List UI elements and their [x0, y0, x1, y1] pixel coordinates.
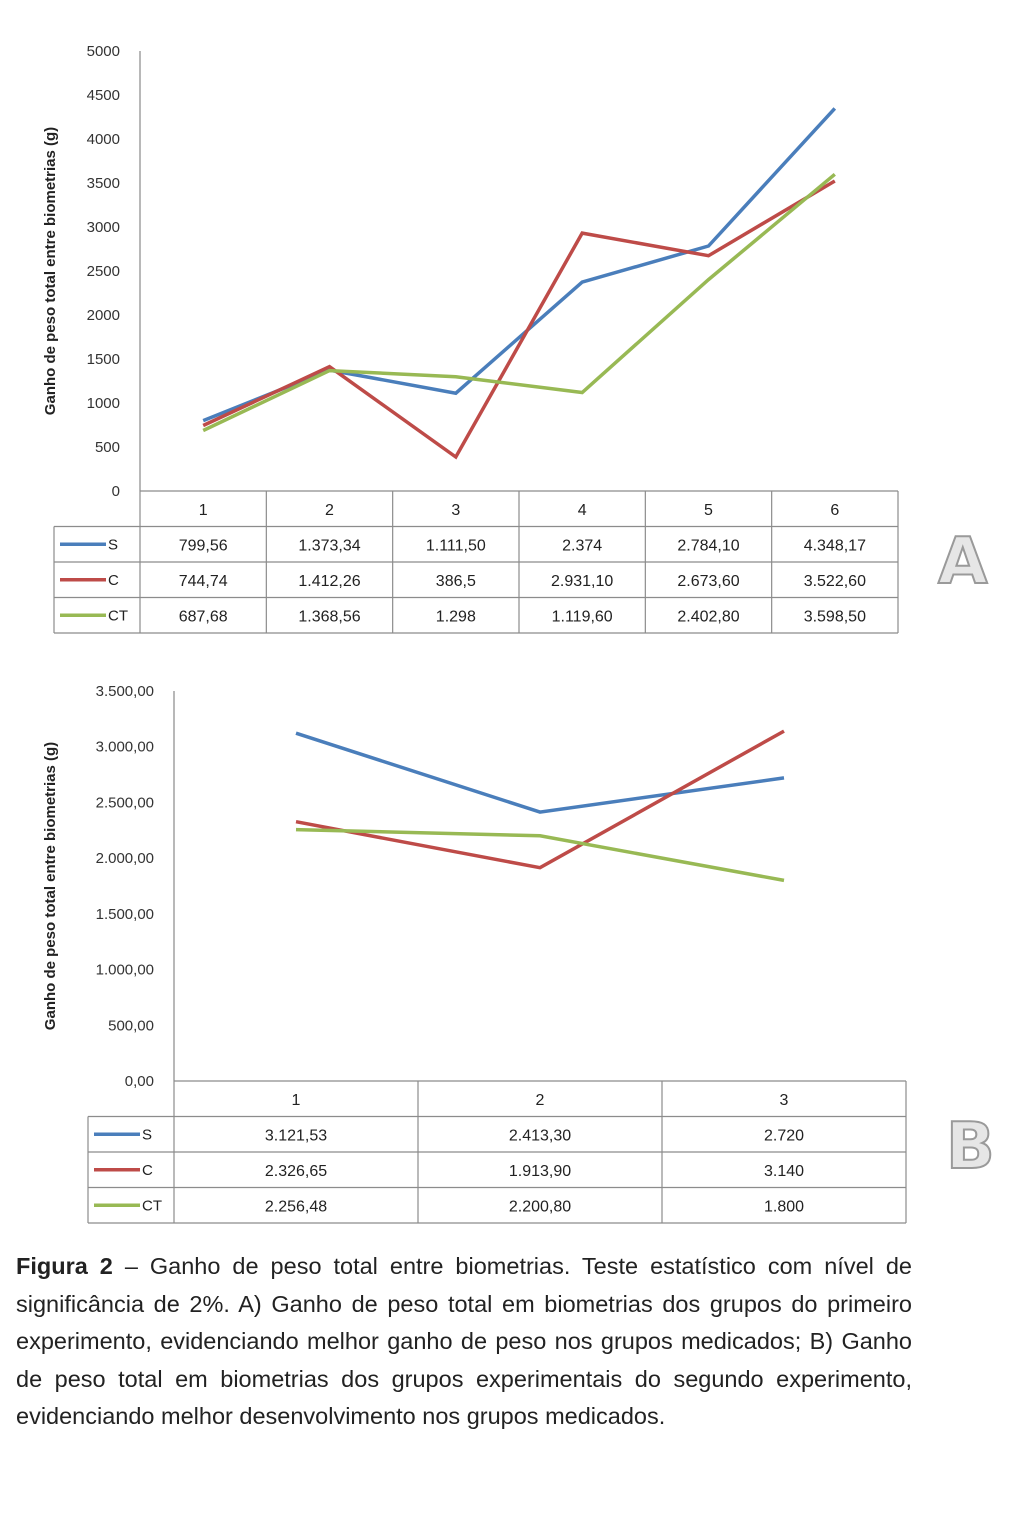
series-line-c [202, 179, 836, 460]
y-tick-label: 2000 [87, 307, 120, 324]
data-table-cell: 1.298 [436, 608, 476, 625]
y-tick-label: 3.500,00 [96, 683, 154, 700]
series-line-s [202, 107, 837, 423]
series-line-ct [202, 172, 836, 433]
y-tick-label: 4500 [87, 87, 120, 104]
data-table-cell: 1.373,34 [298, 537, 360, 554]
y-tick-label: 3500 [87, 175, 120, 192]
data-table-cell: 2.402,80 [677, 608, 739, 625]
data-table-cell: 2.374 [562, 537, 602, 554]
chart-b: 0,00 500,00 1.000,00 1.500,00 2.000,00 2.500,… [42, 683, 907, 1224]
x-category-label: 3 [780, 1092, 789, 1109]
y-axis-title: Ganho de peso total entre biometrias (g) [42, 127, 59, 415]
data-table-cell: 1.913,90 [509, 1163, 571, 1180]
data-table-cell: 1.412,26 [298, 573, 360, 590]
y-tick-label: 3.000,00 [96, 739, 154, 756]
legend-label-ct: CT [142, 1197, 162, 1214]
y-tick-label: 0,00 [125, 1073, 154, 1090]
y-tick-label: 3000 [87, 219, 120, 236]
x-category-label: 1 [292, 1092, 301, 1109]
data-table-cell: 2.326,65 [265, 1163, 327, 1180]
legend-label-s: S [108, 536, 118, 553]
legend-label-c: C [142, 1162, 153, 1179]
data-table-cell: 3.522,60 [804, 573, 866, 590]
data-table-cell: 2.413,30 [509, 1127, 571, 1144]
legend-label-ct: CT [108, 607, 128, 624]
data-table-cell: 2.673,60 [677, 573, 739, 590]
series-line-c [295, 729, 785, 870]
series-line-ct [295, 827, 785, 883]
x-category-label: 2 [325, 502, 334, 519]
data-table-cell: 2.200,80 [509, 1198, 571, 1215]
data-table-cell: 2.256,48 [265, 1198, 327, 1215]
data-table-cell: 799,56 [179, 537, 228, 554]
y-tick-label: 1000 [87, 395, 120, 412]
x-category-label: 2 [536, 1092, 545, 1109]
data-table-cell: 687,68 [179, 608, 228, 625]
legend-label-s: S [142, 1126, 152, 1143]
series-line-s [295, 731, 785, 814]
panel-label-b: B [945, 1110, 996, 1184]
x-category-label: 1 [199, 502, 208, 519]
y-tick-label: 2.000,00 [96, 850, 154, 867]
caption-label: Figura 2 [16, 1253, 113, 1279]
data-table-cell: 3.140 [764, 1163, 804, 1180]
data-table-cell: 4.348,17 [804, 537, 866, 554]
x-category-label: 5 [704, 502, 713, 519]
x-category-label: 3 [451, 502, 460, 519]
data-table-cell: 2.931,10 [551, 573, 613, 590]
y-tick-label: 1500 [87, 351, 120, 368]
data-table-cell: 386,5 [436, 573, 476, 590]
y-axis-title: Ganho de peso total entre biometrias (g) [42, 742, 59, 1030]
x-category-label: 6 [830, 502, 839, 519]
y-tick-label: 1.000,00 [96, 962, 154, 979]
y-tick-label: 500,00 [108, 1017, 154, 1034]
y-tick-label: 1.500,00 [96, 906, 154, 923]
data-table-cell: 1.111,50 [426, 537, 486, 554]
data-table-cell: 1.119,60 [552, 608, 613, 625]
data-table-cell: 2.720 [764, 1127, 804, 1144]
figure-caption: Figura 2 – Ganho de peso total entre bio… [16, 1248, 912, 1436]
data-table-cell: 1.368,56 [298, 608, 360, 625]
chart-a: 0 500 1000 1500 2000 2500 3000 3500 4000 4500 5000… [42, 43, 899, 634]
caption-text: – Ganho de peso total entre biometrias. … [16, 1253, 912, 1429]
data-table-cell: 1.800 [764, 1198, 804, 1215]
legend-label-c: C [108, 572, 119, 589]
y-tick-label: 2.500,00 [96, 794, 154, 811]
y-tick-label: 0 [112, 483, 120, 500]
y-tick-label: 5000 [87, 43, 120, 60]
y-tick-label: 500 [95, 439, 120, 456]
data-table-cell: 2.784,10 [677, 537, 739, 554]
data-table-cell: 744,74 [179, 573, 228, 590]
y-tick-label: 4000 [87, 131, 120, 148]
panel-label-a: A [937, 525, 989, 599]
y-tick-label: 2500 [87, 263, 120, 280]
x-category-label: 4 [578, 502, 587, 519]
data-table-cell: 3.598,50 [804, 608, 866, 625]
data-table-cell: 3.121,53 [265, 1127, 327, 1144]
